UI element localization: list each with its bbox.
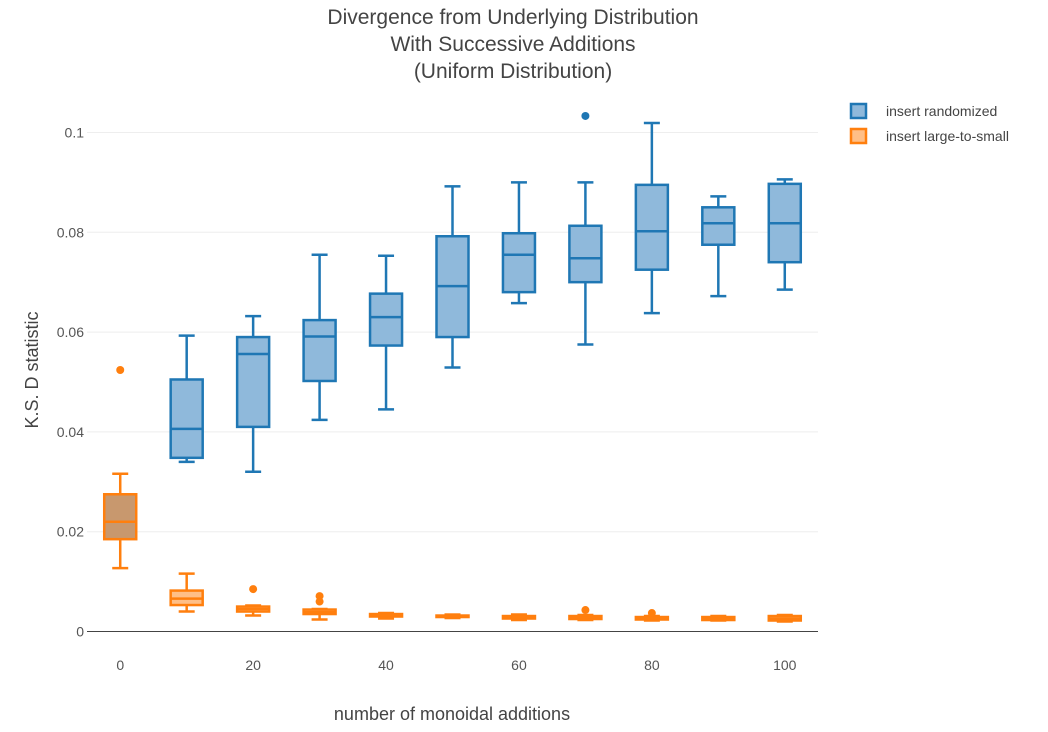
- box: [767, 613, 803, 623]
- box: [368, 611, 404, 620]
- legend-item[interactable]: insert large-to-small: [849, 127, 1009, 145]
- box: [235, 585, 271, 617]
- x-axis-ticks: 0 20 40 60 80 100: [116, 657, 796, 673]
- box: [568, 111, 603, 346]
- box-iqr: [368, 292, 404, 347]
- box: [701, 614, 736, 622]
- box-iqr: [235, 335, 271, 429]
- outlier-point: [581, 606, 590, 615]
- y-tick-label: 0.1: [65, 124, 85, 140]
- title-line-2: With Successive Additions: [390, 33, 635, 56]
- plot-area: [102, 111, 803, 623]
- box-iqr: [102, 493, 138, 541]
- y-tick-label: 0.08: [57, 224, 84, 240]
- y-tick-label: 0.04: [57, 424, 84, 440]
- box: [634, 121, 670, 315]
- y-axis-title: K.S. D statistic: [22, 311, 42, 428]
- x-tick-label: 20: [245, 657, 261, 673]
- y-axis-ticks: 0 0.02 0.04 0.06 0.08 0.1: [57, 124, 84, 639]
- box-iqr: [501, 232, 537, 294]
- outlier-point: [581, 111, 590, 120]
- box-iqr: [568, 224, 603, 284]
- legend: insert randomized insert large-to-small: [849, 102, 1009, 145]
- x-tick-label: 80: [644, 657, 660, 673]
- box: [235, 314, 271, 474]
- box: [435, 185, 470, 369]
- box-iqr: [701, 206, 736, 246]
- y-tick-label: 0.02: [57, 524, 84, 540]
- legend-label: insert large-to-small: [886, 128, 1009, 144]
- box: [501, 613, 537, 622]
- outlier-point: [249, 585, 258, 594]
- box: [501, 181, 537, 305]
- legend-label: insert randomized: [886, 103, 997, 119]
- box: [169, 572, 204, 613]
- x-axis-title: number of monoidal additions: [334, 704, 570, 724]
- y-tick-label: 0.06: [57, 324, 84, 340]
- y-tick-label: 0: [76, 624, 84, 640]
- box: [767, 178, 803, 291]
- x-tick-label: 100: [773, 657, 797, 673]
- box: [701, 195, 736, 298]
- box: [169, 334, 204, 464]
- outlier-point: [116, 365, 125, 374]
- legend-swatch: [849, 127, 868, 145]
- box: [568, 606, 603, 622]
- legend-swatch: [849, 102, 868, 120]
- box: [634, 609, 670, 622]
- box: [302, 592, 337, 621]
- outlier-point: [315, 592, 324, 601]
- outlier-point: [315, 597, 324, 606]
- series-group: [169, 111, 803, 474]
- box: [302, 253, 337, 422]
- x-tick-label: 40: [378, 657, 394, 673]
- box: [102, 365, 138, 570]
- legend-item[interactable]: insert randomized: [849, 102, 997, 120]
- chart-title: Divergence from Underlying Distribution …: [327, 6, 698, 83]
- box-iqr: [169, 378, 204, 460]
- box: [368, 254, 404, 411]
- x-tick-label: 0: [116, 657, 124, 673]
- series-group: [102, 365, 803, 623]
- box-iqr: [302, 318, 337, 383]
- box-iqr: [634, 183, 670, 271]
- outlier-point: [647, 609, 656, 618]
- title-line-3: (Uniform Distribution): [414, 60, 612, 83]
- x-tick-label: 60: [511, 657, 527, 673]
- box: [435, 613, 470, 620]
- title-line-1: Divergence from Underlying Distribution: [327, 6, 698, 29]
